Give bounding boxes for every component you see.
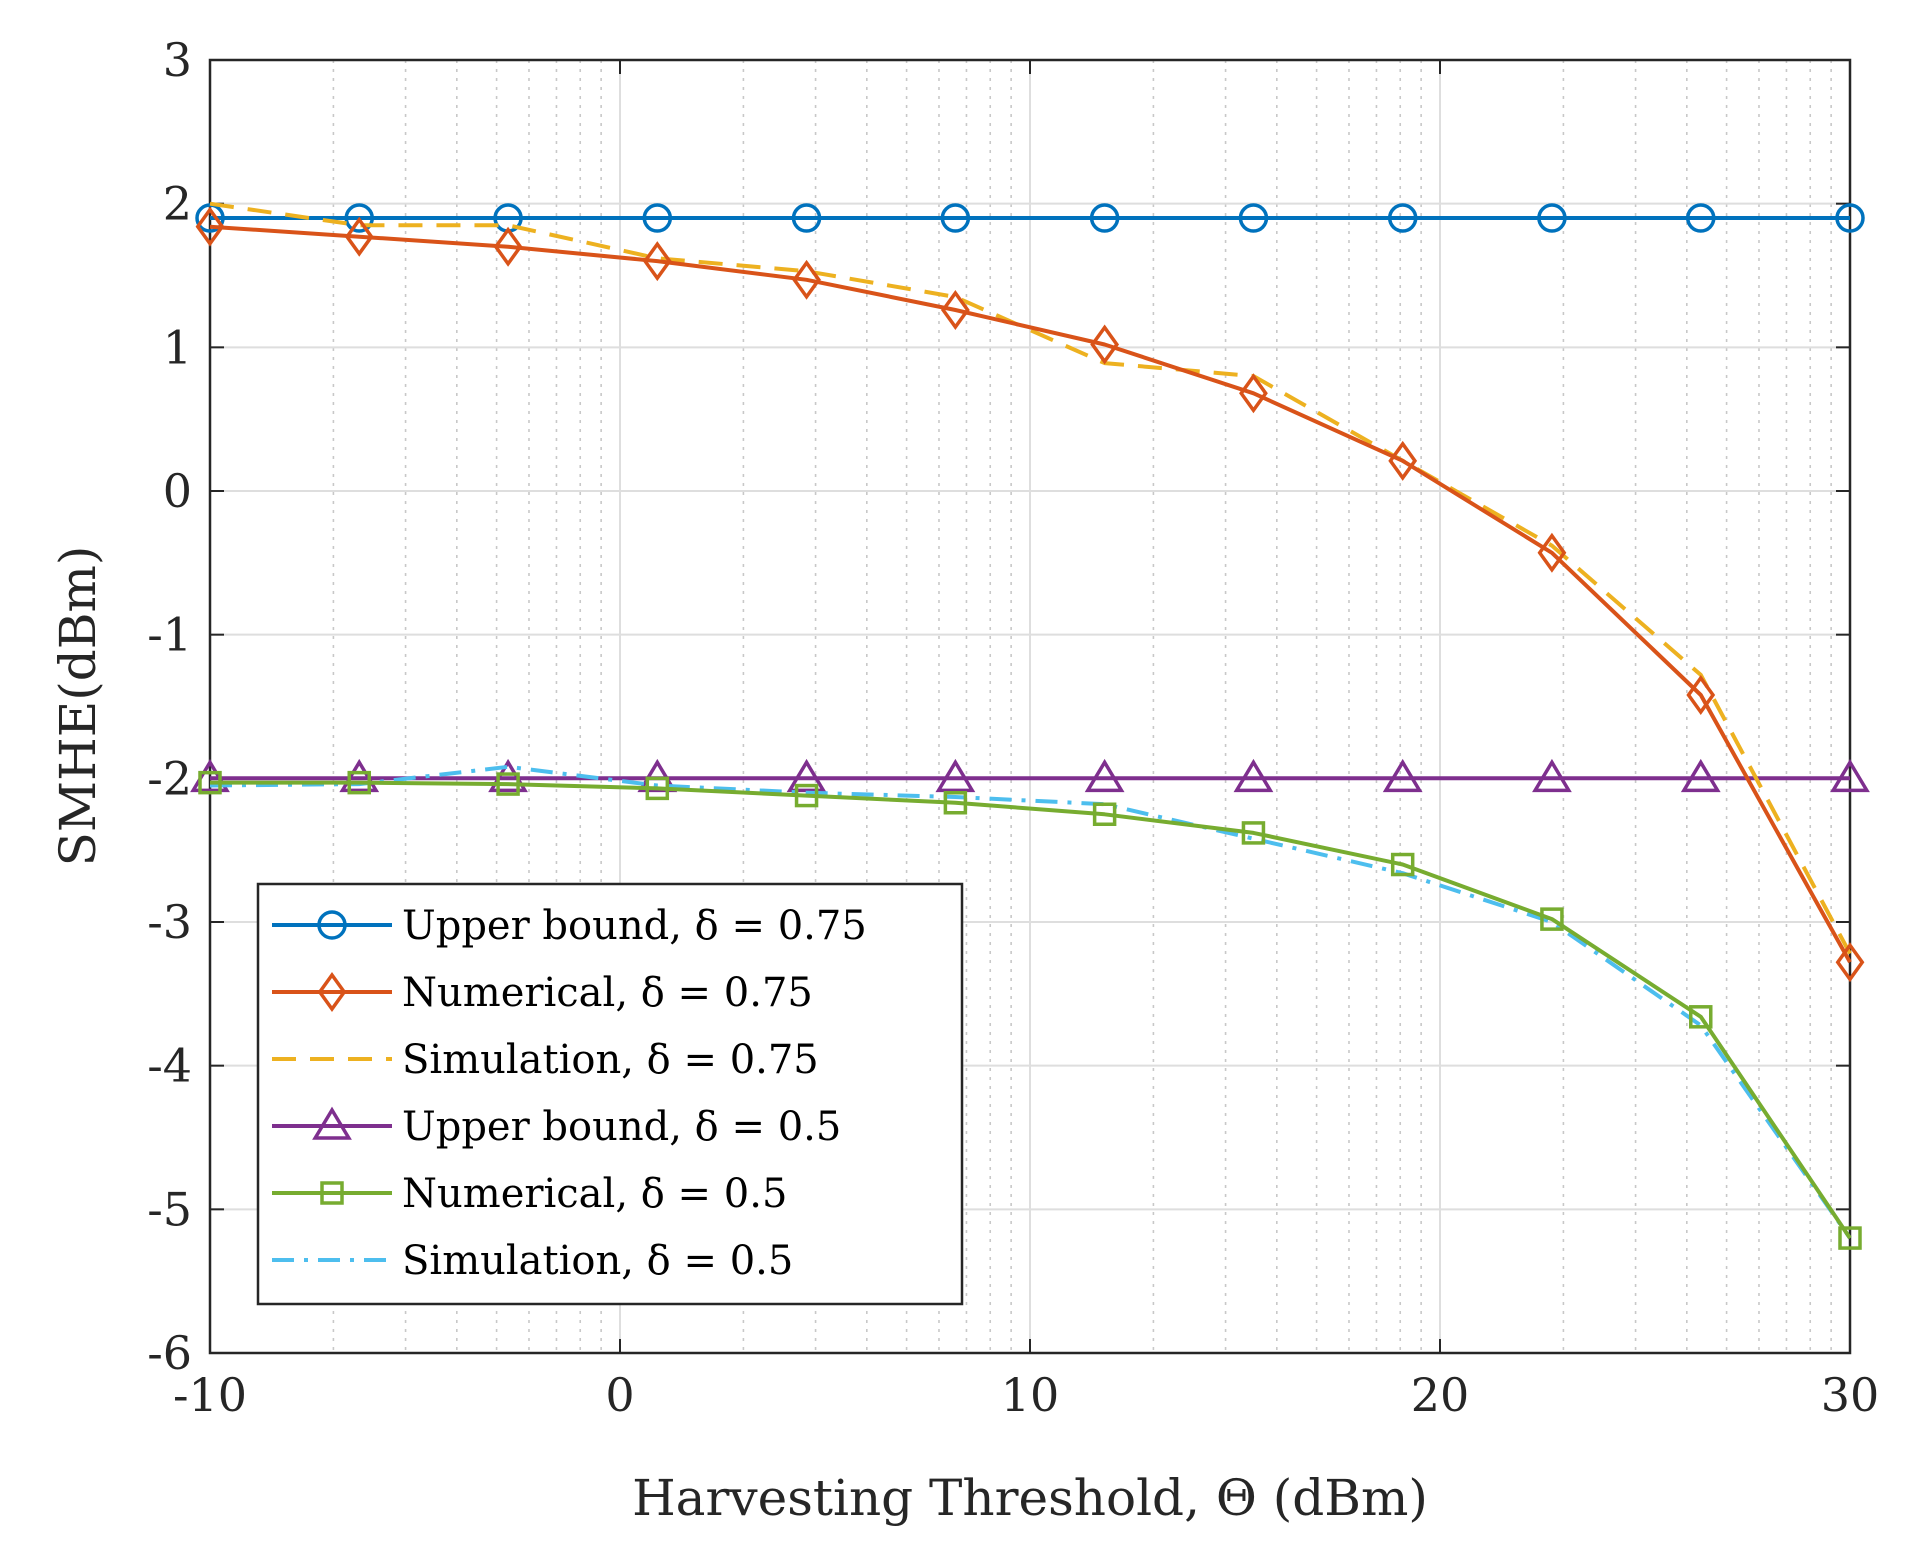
data-point-circle xyxy=(1387,203,1418,233)
legend-entry: Upper bound, δ = 0.75 xyxy=(272,903,867,949)
data-point-triangle xyxy=(1084,758,1125,793)
data-point-circle xyxy=(1835,203,1865,233)
data-point-diamond xyxy=(317,972,347,1012)
y-tick-label: -2 xyxy=(147,751,192,805)
x-tick-label: 30 xyxy=(1821,1368,1880,1422)
data-point-square xyxy=(1390,852,1415,877)
data-point-square xyxy=(320,1181,344,1205)
x-tick-label: -10 xyxy=(173,1368,247,1422)
data-point-diamond xyxy=(1388,440,1418,481)
series-5 xyxy=(198,770,1862,1250)
x-tick-label: 10 xyxy=(1001,1368,1060,1422)
y-tick-label: -5 xyxy=(147,1182,192,1236)
y-tick-label: 0 xyxy=(163,464,192,518)
data-point-square xyxy=(1241,821,1266,845)
legend-entry: Simulation, δ = 0.5 xyxy=(272,1238,793,1284)
data-point-circle xyxy=(317,910,347,940)
data-point-triangle xyxy=(786,758,827,793)
data-point-diamond xyxy=(940,289,970,330)
data-point-triangle xyxy=(1382,758,1423,793)
series-3 xyxy=(209,201,1852,955)
data-point-circle xyxy=(344,203,374,233)
data-point-square xyxy=(794,783,819,808)
data-point-triangle xyxy=(1532,758,1572,793)
legend-entry: Upper bound, δ = 0.5 xyxy=(272,1104,841,1150)
series-line xyxy=(209,224,1852,964)
data-point-square xyxy=(1838,1226,1862,1250)
data-point-triangle xyxy=(1233,758,1274,793)
data-point-circle xyxy=(940,203,971,233)
data-point-circle xyxy=(642,203,673,233)
legend-entry: Numerical, δ = 0.5 xyxy=(272,1171,787,1217)
y-tick-label: -6 xyxy=(147,1326,192,1380)
y-tick-labels: 3 2 1 0 -1 -2 -3 -4 -5 -6 xyxy=(147,33,192,1380)
x-axis-title: Harvesting Threshold, Θ (dBm) xyxy=(632,1469,1428,1527)
y-tick-label: 1 xyxy=(163,320,192,374)
data-point-diamond xyxy=(1537,532,1567,573)
data-point-diamond xyxy=(344,216,374,257)
data-point-diamond xyxy=(792,259,821,300)
data-point-diamond xyxy=(1686,675,1716,716)
data-point-circle xyxy=(791,203,822,233)
data-point-diamond xyxy=(1239,373,1268,414)
series-layer xyxy=(190,201,1870,1250)
data-point-circle xyxy=(1238,203,1269,233)
x-tick-labels: -10 0 10 20 30 xyxy=(173,1368,1879,1422)
y-axis-title: SMHE(dBm) xyxy=(49,546,107,867)
series-line xyxy=(210,780,1852,1240)
data-point-circle xyxy=(1686,203,1716,233)
data-point-square xyxy=(1689,1005,1713,1029)
y-tick-label: -3 xyxy=(147,895,192,949)
legend-label: Simulation, δ = 0.5 xyxy=(402,1238,793,1284)
data-point-square xyxy=(1092,802,1117,826)
x-tick-label: 20 xyxy=(1411,1368,1470,1422)
data-point-square xyxy=(496,772,520,796)
x-tick-label: 0 xyxy=(605,1368,634,1422)
series-2 xyxy=(195,206,1865,983)
legend-entry: Simulation, δ = 0.75 xyxy=(272,1037,819,1083)
legend-label: Simulation, δ = 0.75 xyxy=(402,1037,819,1083)
legend-entry: Numerical, δ = 0.75 xyxy=(272,970,813,1016)
y-tick-label: 3 xyxy=(163,33,192,87)
legend-label: Upper bound, δ = 0.5 xyxy=(402,1104,841,1150)
data-point-square xyxy=(1540,907,1564,931)
legend-label: Upper bound, δ = 0.75 xyxy=(402,903,867,949)
legend-box xyxy=(256,882,964,1306)
data-point-triangle xyxy=(312,1106,352,1140)
series-4 xyxy=(190,758,1870,793)
series-6 xyxy=(209,764,1852,1240)
axis-ticks xyxy=(209,59,1851,1354)
data-point-triangle xyxy=(1680,758,1721,793)
series-line xyxy=(209,764,1852,1240)
series-line xyxy=(209,201,1852,955)
data-point-triangle xyxy=(1830,758,1870,793)
legend: Upper bound, δ = 0.75 Numerical, δ = 0.75… xyxy=(256,882,964,1306)
data-point-square xyxy=(198,770,222,795)
data-point-diamond xyxy=(195,206,225,247)
legend-label: Numerical, δ = 0.75 xyxy=(402,970,813,1016)
data-point-square xyxy=(943,791,968,815)
series-1 xyxy=(195,203,1865,233)
y-tick-label: 2 xyxy=(163,177,192,231)
data-point-diamond xyxy=(493,226,523,267)
legend-label: Numerical, δ = 0.5 xyxy=(402,1171,787,1217)
data-point-circle xyxy=(1089,203,1120,233)
data-point-diamond xyxy=(642,241,672,282)
data-point-square xyxy=(347,770,371,795)
data-point-triangle xyxy=(935,758,976,793)
data-point-diamond xyxy=(1090,324,1120,365)
data-point-diamond xyxy=(1835,942,1865,983)
data-point-square xyxy=(645,776,670,801)
data-point-circle xyxy=(1537,203,1567,233)
y-tick-label: -1 xyxy=(147,608,192,662)
y-tick-label: -4 xyxy=(147,1039,192,1093)
